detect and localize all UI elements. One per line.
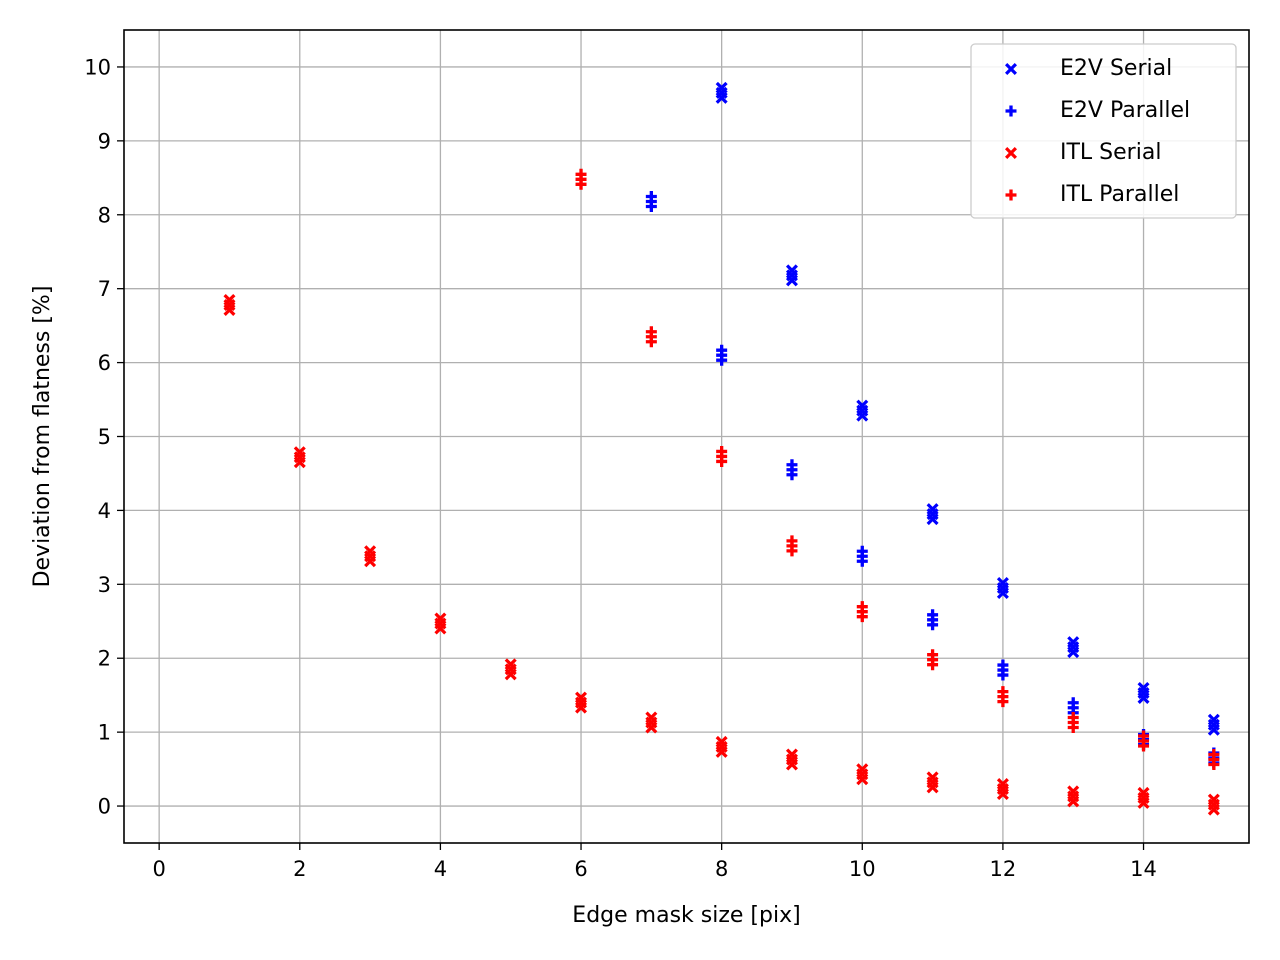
data-point <box>785 758 798 771</box>
series-e2v-parallel <box>645 190 1220 769</box>
data-point <box>1208 758 1220 770</box>
data-markers <box>223 81 1220 816</box>
x-tick-label: 0 <box>152 857 165 881</box>
data-point <box>715 91 728 104</box>
x-axis-label: Edge mask size [pix] <box>572 903 800 928</box>
data-point <box>856 555 868 567</box>
data-point <box>716 354 728 366</box>
y-axis-label: Deviation from flatness [%] <box>30 286 55 588</box>
legend-marker <box>1005 189 1017 201</box>
data-point <box>1137 691 1150 704</box>
data-point <box>1207 723 1220 736</box>
y-tick-label: 0 <box>98 795 111 819</box>
series-itl-serial <box>223 293 1220 816</box>
data-point <box>1207 803 1220 816</box>
plot-frame <box>123 29 1250 844</box>
data-point <box>715 745 728 758</box>
data-point <box>786 545 798 557</box>
x-tick-label: 4 <box>434 857 447 881</box>
y-tick-label: 6 <box>98 351 111 375</box>
y-tick-label: 4 <box>98 499 111 523</box>
data-point <box>1067 795 1080 808</box>
data-point <box>856 611 868 623</box>
y-tick-label: 5 <box>98 425 111 449</box>
data-point <box>926 513 939 526</box>
data-point <box>1067 646 1080 659</box>
data-point <box>1067 722 1079 734</box>
x-tick-label: 10 <box>849 857 876 881</box>
data-point <box>927 659 939 671</box>
y-tick-label: 3 <box>98 573 111 597</box>
legend-label: E2V Parallel <box>1060 98 1190 123</box>
data-point <box>434 622 447 635</box>
data-point <box>997 669 1009 681</box>
legend-label: ITL Serial <box>1060 140 1161 165</box>
series-e2v-serial <box>715 81 1220 736</box>
legend-marker <box>1005 63 1017 75</box>
series-itl-parallel <box>575 168 1220 770</box>
data-point <box>1138 740 1150 752</box>
y-tick-label: 7 <box>98 277 111 301</box>
data-point <box>927 619 939 631</box>
y-tick-label: 2 <box>98 647 111 671</box>
data-point <box>645 200 657 212</box>
legend: E2V Serial E2V Parallel ITL Serial ITL Para… <box>970 43 1237 219</box>
grid <box>124 30 1249 843</box>
data-point <box>293 456 306 469</box>
x-tick-label: 8 <box>715 857 728 881</box>
y-tick-label: 1 <box>98 721 111 745</box>
y-tick-label: 8 <box>98 203 111 227</box>
legend-marker <box>1005 105 1017 117</box>
data-point <box>504 668 517 681</box>
data-point <box>223 303 236 316</box>
data-point <box>575 178 587 190</box>
x-tick-label: 14 <box>1130 857 1157 881</box>
x-tick-label: 6 <box>574 857 587 881</box>
legend-marker <box>1005 147 1017 159</box>
y-tick-label: 9 <box>98 129 111 153</box>
data-point <box>575 701 588 714</box>
y-tick-label: 10 <box>84 55 111 79</box>
data-point <box>856 409 869 422</box>
legend-label: E2V Serial <box>1060 56 1172 81</box>
data-point <box>716 455 728 467</box>
legend-label: ITL Parallel <box>1060 182 1179 207</box>
data-point <box>926 781 939 794</box>
data-point <box>645 336 657 348</box>
data-point <box>1137 796 1150 809</box>
x-tick-label: 2 <box>293 857 306 881</box>
data-point <box>785 274 798 287</box>
data-point <box>997 696 1009 708</box>
data-point <box>364 555 377 568</box>
data-point <box>996 587 1009 600</box>
data-point <box>786 469 798 481</box>
data-point <box>645 721 658 734</box>
legend-box <box>970 43 1237 219</box>
x-tick-label: 12 <box>990 857 1017 881</box>
data-point <box>996 788 1009 801</box>
data-point <box>856 773 869 786</box>
